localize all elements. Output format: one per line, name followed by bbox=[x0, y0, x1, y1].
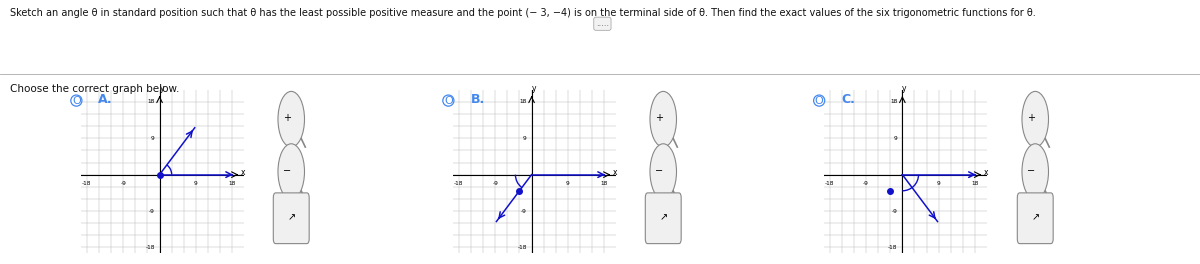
Text: O: O bbox=[444, 96, 452, 106]
Text: +: + bbox=[654, 114, 662, 123]
Circle shape bbox=[278, 91, 305, 147]
Text: 9: 9 bbox=[894, 136, 898, 141]
Circle shape bbox=[650, 144, 677, 199]
FancyBboxPatch shape bbox=[274, 193, 310, 244]
Text: -9: -9 bbox=[492, 181, 498, 186]
Text: x: x bbox=[984, 168, 989, 177]
Text: ↗: ↗ bbox=[659, 213, 667, 223]
Text: y: y bbox=[532, 84, 536, 93]
Text: x: x bbox=[241, 168, 246, 177]
Text: O: O bbox=[815, 96, 823, 106]
Text: -9: -9 bbox=[149, 209, 155, 214]
Text: C.: C. bbox=[841, 93, 856, 106]
Text: 9: 9 bbox=[523, 136, 527, 141]
Text: x: x bbox=[613, 168, 618, 177]
Text: 9: 9 bbox=[194, 181, 198, 186]
Text: -9: -9 bbox=[863, 181, 869, 186]
Text: .....: ..... bbox=[596, 19, 608, 28]
Text: +: + bbox=[1026, 114, 1034, 123]
Text: y: y bbox=[160, 84, 164, 93]
Text: 9: 9 bbox=[566, 181, 570, 186]
Text: -9: -9 bbox=[892, 209, 898, 214]
Text: Sketch an angle θ in standard position such that θ has the least possible positi: Sketch an angle θ in standard position s… bbox=[10, 8, 1036, 18]
Text: -18: -18 bbox=[454, 181, 463, 186]
Text: −: − bbox=[1026, 166, 1034, 176]
Text: -18: -18 bbox=[517, 245, 527, 250]
Text: -9: -9 bbox=[521, 209, 527, 214]
Text: ↗: ↗ bbox=[1031, 213, 1039, 223]
Text: -18: -18 bbox=[824, 181, 834, 186]
Text: +: + bbox=[282, 114, 290, 123]
Text: ↗: ↗ bbox=[287, 213, 295, 223]
Text: −: − bbox=[282, 166, 290, 176]
Text: Choose the correct graph below.: Choose the correct graph below. bbox=[10, 84, 179, 95]
Text: 18: 18 bbox=[890, 99, 898, 104]
Text: 9: 9 bbox=[151, 136, 155, 141]
Circle shape bbox=[278, 144, 305, 199]
Text: 18: 18 bbox=[601, 181, 608, 186]
Text: y: y bbox=[902, 84, 907, 93]
Text: A.: A. bbox=[98, 93, 113, 106]
FancyBboxPatch shape bbox=[646, 193, 682, 244]
Circle shape bbox=[650, 91, 677, 147]
Text: -18: -18 bbox=[82, 181, 91, 186]
Text: 18: 18 bbox=[148, 99, 155, 104]
Text: 18: 18 bbox=[520, 99, 527, 104]
Text: B.: B. bbox=[470, 93, 485, 106]
Text: 18: 18 bbox=[229, 181, 236, 186]
Text: -18: -18 bbox=[888, 245, 898, 250]
FancyBboxPatch shape bbox=[1018, 193, 1054, 244]
Circle shape bbox=[1022, 144, 1049, 199]
Text: -18: -18 bbox=[145, 245, 155, 250]
Text: -9: -9 bbox=[120, 181, 126, 186]
Text: 18: 18 bbox=[972, 181, 979, 186]
Text: 9: 9 bbox=[937, 181, 941, 186]
Text: O: O bbox=[72, 96, 80, 106]
Circle shape bbox=[1022, 91, 1049, 147]
Text: −: − bbox=[654, 166, 662, 176]
